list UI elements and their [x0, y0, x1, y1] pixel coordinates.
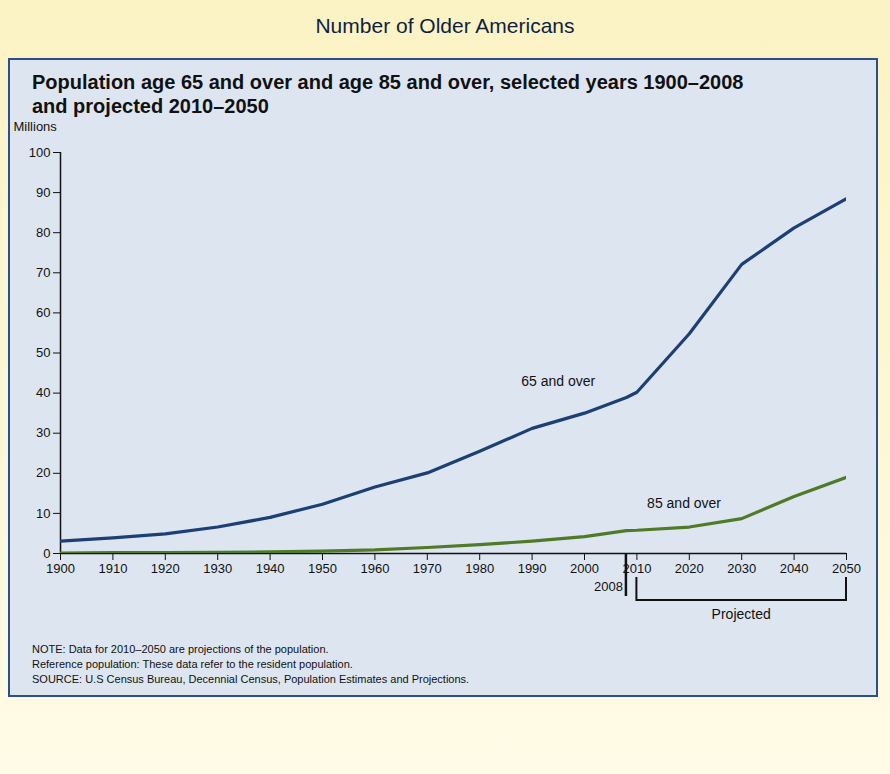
- svg-text:65 and over: 65 and over: [521, 373, 595, 389]
- svg-text:1990: 1990: [518, 561, 547, 576]
- svg-text:1910: 1910: [98, 561, 127, 576]
- svg-text:90: 90: [36, 185, 50, 200]
- svg-text:1980: 1980: [465, 561, 494, 576]
- svg-text:1930: 1930: [203, 561, 232, 576]
- html-text:NOTE: Data for 2010–2050 are p: NOTE: Data for 2010–2050 are projections…: [32, 643, 329, 655]
- svg-text:85 and over: 85 and over: [647, 495, 721, 511]
- svg-text:Projected: Projected: [712, 606, 771, 622]
- svg-text:80: 80: [36, 225, 50, 240]
- svg-text:70: 70: [36, 265, 50, 280]
- svg-text:2010: 2010: [622, 560, 652, 576]
- svg-text:2050: 2050: [832, 561, 861, 576]
- html-text:Number of Older Americans: Number of Older Americans: [315, 14, 575, 37]
- svg-text:50: 50: [36, 345, 50, 360]
- svg-text:2020: 2020: [675, 561, 704, 576]
- svg-text:30: 30: [36, 425, 50, 440]
- svg-text:1920: 1920: [151, 561, 180, 576]
- svg-text:2040: 2040: [780, 561, 809, 576]
- svg-text:1960: 1960: [360, 561, 389, 576]
- svg-text:10: 10: [36, 506, 50, 521]
- svg-text:0: 0: [43, 546, 50, 561]
- svg-text:2030: 2030: [727, 561, 756, 576]
- svg-text:20: 20: [36, 465, 50, 480]
- svg-text:1940: 1940: [256, 561, 285, 576]
- svg-text:Millions: Millions: [14, 119, 58, 134]
- html-text:SOURCE: U.S Census Bureau, Dec: SOURCE: U.S Census Bureau, Decennial Cen…: [32, 673, 470, 685]
- svg-text:60: 60: [36, 305, 50, 320]
- html-text:Reference population: These da: Reference population: These data refer t…: [32, 658, 353, 670]
- svg-text:2000: 2000: [570, 561, 599, 576]
- svg-text:1950: 1950: [308, 561, 337, 576]
- svg-text:1970: 1970: [413, 561, 442, 576]
- svg-text:40: 40: [36, 385, 50, 400]
- html-text:Population age 65 and over and: Population age 65 and over and age 85 an…: [32, 71, 744, 117]
- svg-text:2008: 2008: [594, 579, 623, 594]
- svg-text:100: 100: [29, 145, 51, 160]
- svg-text:1900: 1900: [46, 561, 75, 576]
